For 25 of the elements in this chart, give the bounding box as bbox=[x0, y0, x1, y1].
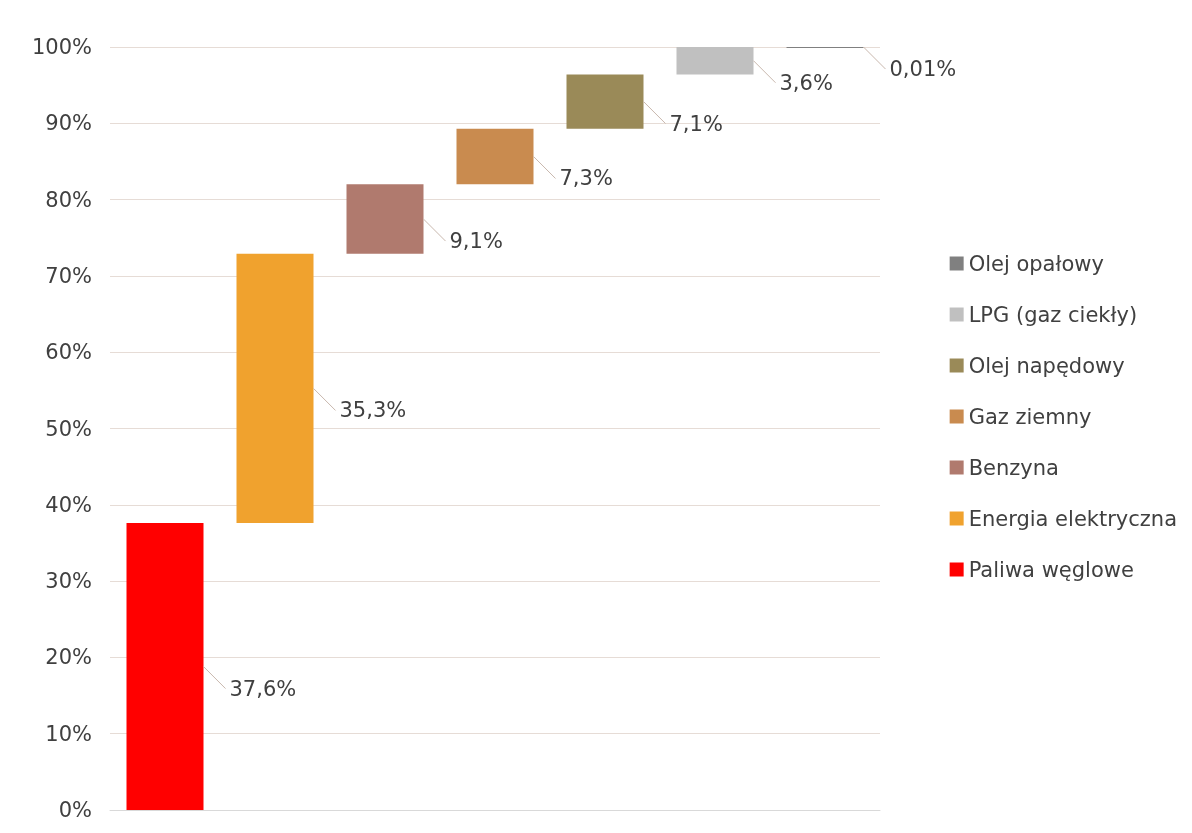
y-tick-label: 20% bbox=[45, 645, 92, 670]
legend-label: Benzyna bbox=[968, 455, 1059, 480]
y-tick-label: 10% bbox=[45, 721, 92, 746]
data-label: 37,6% bbox=[229, 676, 297, 701]
y-tick-label: 90% bbox=[45, 111, 92, 136]
data-label: 3,6% bbox=[779, 70, 833, 95]
y-tick-label: 100% bbox=[31, 35, 92, 59]
data-label: 0,01% bbox=[889, 57, 957, 82]
y-tick-label: 40% bbox=[45, 492, 92, 517]
y-tick-label: 30% bbox=[45, 569, 92, 594]
y-tick-label: 70% bbox=[45, 263, 92, 288]
y-tick-label: 50% bbox=[45, 416, 92, 441]
y-tick-label: 80% bbox=[45, 187, 92, 212]
legend-label: Olej napędowy bbox=[968, 353, 1125, 378]
data-label: 35,3% bbox=[339, 398, 407, 423]
legend-label: Gaz ziemny bbox=[968, 404, 1092, 429]
data-label: 9,1% bbox=[449, 229, 503, 254]
data-label: 7,3% bbox=[559, 166, 613, 191]
legend-label: Olej opałowy bbox=[968, 251, 1104, 276]
legend-label: Energia elektryczna bbox=[968, 506, 1178, 531]
data-label: 7,1% bbox=[669, 111, 723, 136]
legend-label: LPG (gaz ciekły) bbox=[968, 302, 1138, 327]
y-tick-label: 0% bbox=[58, 798, 92, 822]
legend-label: Paliwa węglowe bbox=[968, 557, 1134, 582]
y-tick-label: 60% bbox=[45, 340, 92, 365]
